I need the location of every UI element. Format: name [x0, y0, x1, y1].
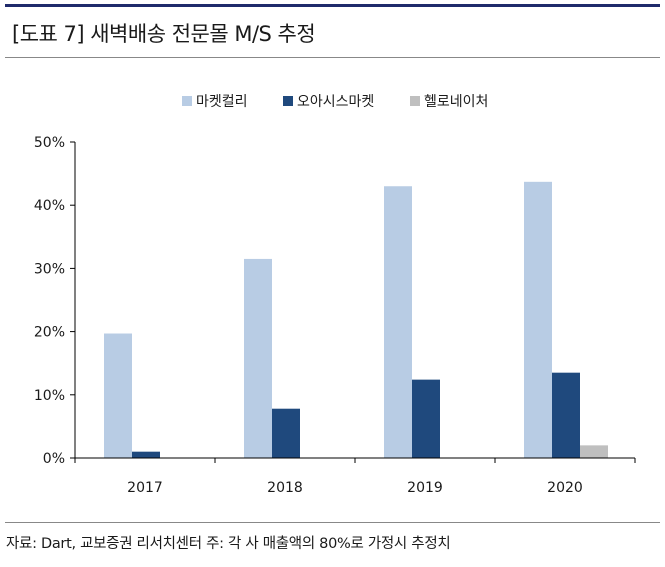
bars — [104, 181, 608, 459]
legend-swatch — [182, 96, 192, 106]
y-tick-label: 40% — [34, 198, 65, 214]
x-tick-label: 2019 — [407, 480, 443, 496]
bar-헬로네이처-2020 — [580, 445, 608, 458]
bar-마켓컬리-2019 — [384, 186, 412, 459]
title-rule — [5, 57, 660, 58]
bar-오아시스마켓-2019 — [412, 379, 440, 458]
y-tick-label: 20% — [34, 325, 65, 341]
bar-마켓컬리-2020 — [524, 181, 552, 459]
chart-title: [도표 7] 새벽배송 전문몰 M/S 추정 — [12, 22, 316, 46]
y-tick-label: 10% — [34, 388, 65, 404]
y-tick-label: 50% — [34, 135, 65, 151]
legend-label: 오아시스마켓 — [297, 94, 374, 110]
bar-오아시스마켓-2020 — [552, 372, 580, 458]
legend: 마켓컬리 오아시스마켓 헬로네이처 — [182, 94, 488, 110]
x-tick-label: 2017 — [127, 480, 163, 496]
bar-마켓컬리-2018 — [244, 258, 272, 458]
source-note: 자료: Dart, 교보증권 리서치센터 주: 각 사 매출액의 80%로 가정… — [6, 536, 451, 552]
legend-label: 마켓컬리 — [196, 94, 248, 110]
top-rule — [5, 4, 660, 7]
bar-오아시스마켓-2018 — [272, 408, 300, 458]
legend-swatch — [410, 96, 420, 106]
y-tick-label: 30% — [34, 261, 65, 277]
legend-swatch — [283, 96, 293, 106]
x-tick-label: 2018 — [267, 480, 303, 496]
x-axis: 2017 2018 2019 2020 — [74, 457, 636, 496]
legend-label: 헬로네이처 — [424, 94, 488, 110]
y-axis: 0% 10% 20% 30% 40% 50% — [34, 135, 76, 467]
bottom-rule — [5, 522, 660, 523]
bar-오아시스마켓-2017 — [132, 451, 160, 458]
y-tick-label: 0% — [43, 451, 65, 467]
bar-chart: 마켓컬리 오아시스마켓 헬로네이처 0%10%20%30%40%50% 2017 20… — [34, 94, 636, 496]
x-tick-label: 2020 — [547, 480, 583, 496]
bar-마켓컬리-2017 — [104, 333, 132, 458]
